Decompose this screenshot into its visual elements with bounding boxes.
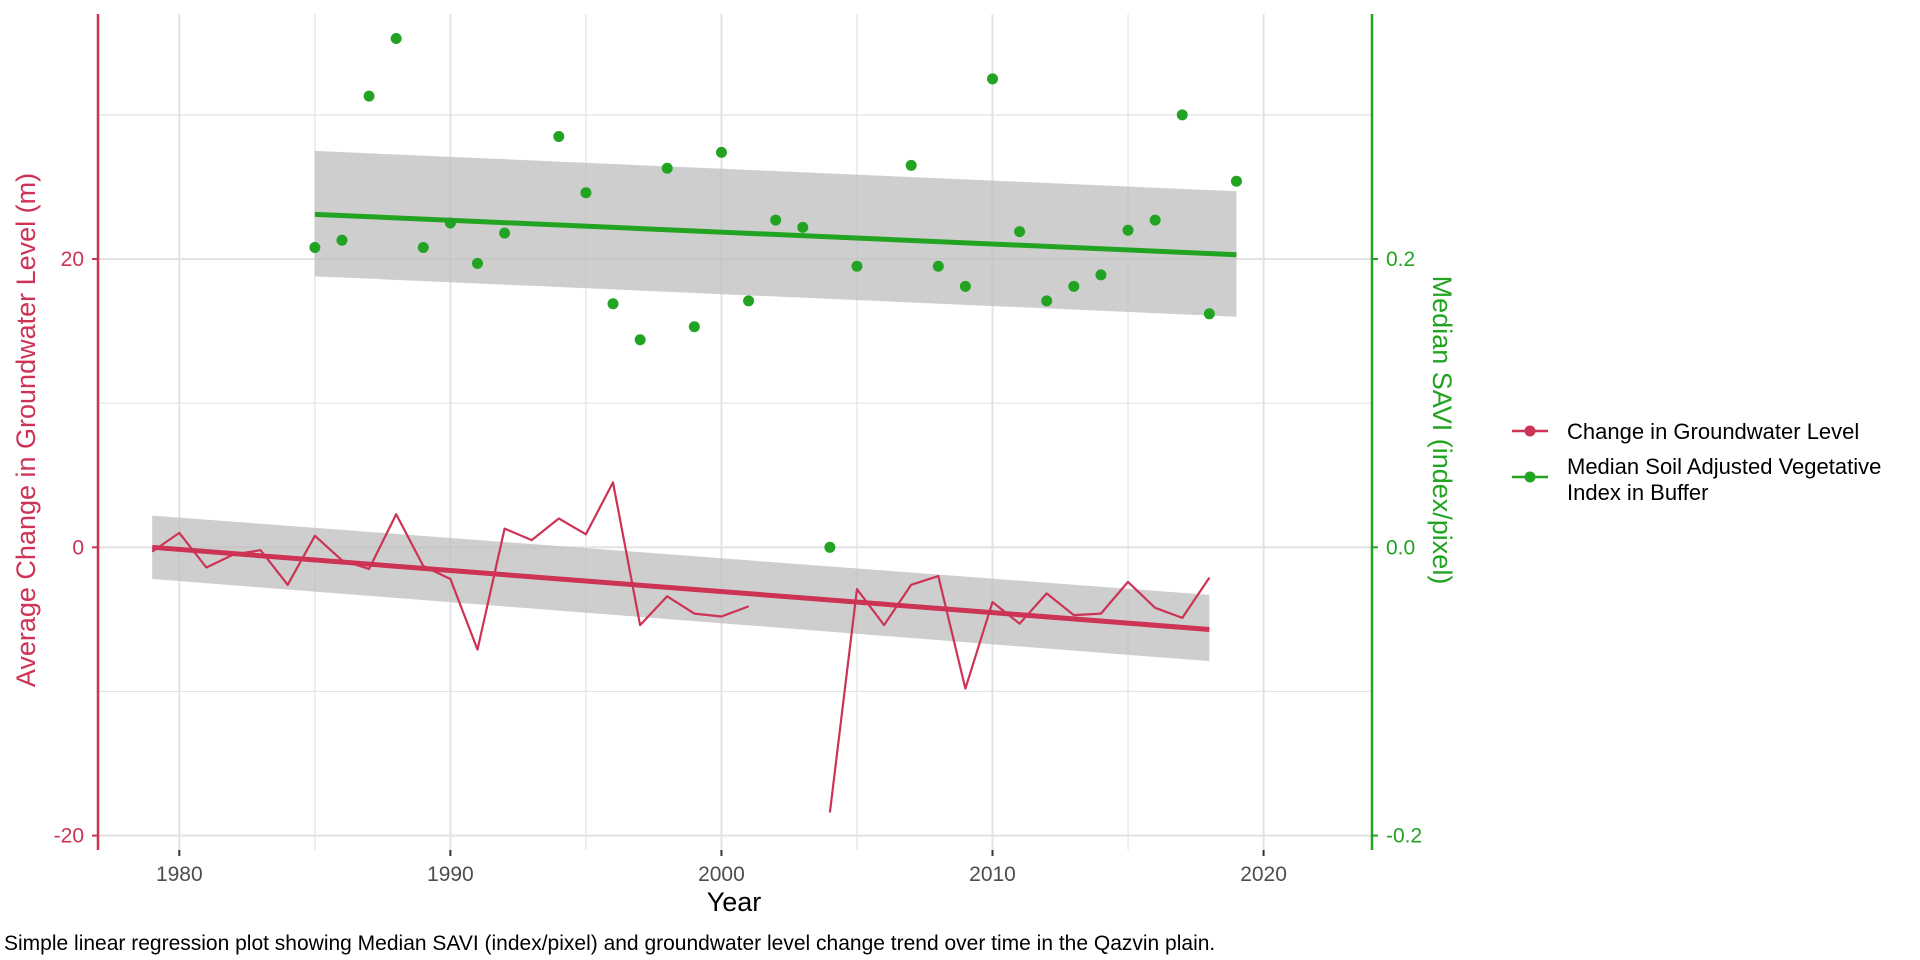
legend-key-savi <box>1512 471 1548 483</box>
y2-tick-label: 0.2 <box>1386 248 1415 271</box>
savi-point <box>363 90 375 102</box>
savi-point <box>607 298 619 310</box>
savi-point <box>1122 224 1134 236</box>
trend-line-1 <box>314 211 1237 258</box>
savi-point <box>743 295 755 307</box>
x-tick-label: 1980 <box>156 863 203 886</box>
y-axis-title: Average Change in Groundwater Level (m) <box>11 173 41 687</box>
savi-point <box>1149 214 1161 226</box>
savi-point <box>1068 280 1080 292</box>
y2-tick-label: -0.2 <box>1386 825 1422 848</box>
figure-caption: Simple linear regression plot showing Me… <box>4 932 1216 955</box>
savi-point <box>336 234 348 246</box>
savi-point <box>553 131 565 143</box>
grid-lines <box>98 14 1372 850</box>
savi-point <box>444 217 456 229</box>
savi-point <box>499 227 511 239</box>
y2-axis-title: Median SAVI (index/pixel) <box>1427 276 1457 585</box>
savi-point <box>797 221 809 233</box>
savi-point <box>580 187 592 199</box>
savi-point <box>661 162 673 174</box>
savi-point <box>770 214 782 226</box>
axes: -20 0 20 -0.2 0.0 0.2 1980 1990 2000 2010 2020 <box>54 14 1422 886</box>
savi-point <box>715 146 727 158</box>
legend-label-savi: Median Soil Adjusted Vegetative Index in… <box>1567 454 1887 505</box>
savi-point <box>417 242 429 254</box>
legend-label-groundwater: Change in Groundwater Level <box>1567 419 1859 444</box>
savi-point <box>851 260 863 272</box>
groundwater-series-line <box>151 481 1211 813</box>
savi-point <box>824 541 836 553</box>
savi-point <box>1041 295 1053 307</box>
savi-point <box>634 334 646 346</box>
x-tick-label: 2020 <box>1240 863 1287 886</box>
y-tick-label: 20 <box>61 248 84 271</box>
savi-point <box>987 73 999 85</box>
savi-point <box>390 33 402 45</box>
savi-point <box>959 280 971 292</box>
x-axis-title: Year <box>707 887 762 917</box>
x-tick-label: 2000 <box>698 863 745 886</box>
savi-point <box>1095 269 1107 281</box>
y-tick-label: -20 <box>54 825 84 848</box>
x-tick-label: 2010 <box>969 863 1016 886</box>
savi-point <box>1014 226 1026 238</box>
data-marks <box>151 33 1242 813</box>
savi-point <box>905 159 917 171</box>
legend-label-savi-line1: Median Soil Adjusted Vegetative <box>1567 454 1881 479</box>
savi-point <box>1203 308 1215 320</box>
savi-point <box>688 321 700 333</box>
legend-label-savi-line2: Index in Buffer <box>1567 480 1708 505</box>
legend: Change in Groundwater Level Median Soil … <box>1512 419 1887 505</box>
y2-tick-label: 0.0 <box>1386 536 1415 559</box>
savi-point <box>1230 175 1242 187</box>
trend-lines <box>152 211 1237 632</box>
x-tick-label: 1990 <box>427 863 474 886</box>
savi-point <box>1176 109 1188 121</box>
savi-point <box>471 257 483 269</box>
y-tick-label: 0 <box>72 536 84 559</box>
savi-point <box>309 242 321 254</box>
trend-line-0 <box>152 544 1210 632</box>
legend-key-groundwater <box>1512 425 1548 437</box>
savi-point <box>932 260 944 272</box>
